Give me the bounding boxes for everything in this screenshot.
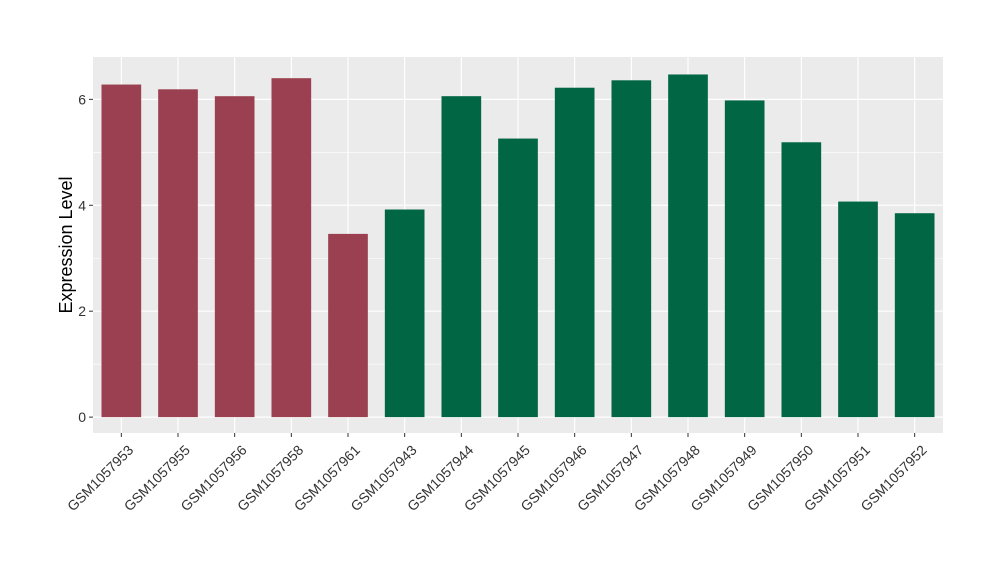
bar-GSM1057948 [668, 74, 708, 418]
bar-GSM1057947 [611, 80, 652, 418]
y-tick-label: 6 [78, 91, 86, 107]
bar-GSM1057961 [328, 233, 368, 418]
bars [101, 74, 935, 418]
y-tick-label: 4 [78, 197, 86, 213]
bar-GSM1057943 [384, 209, 425, 418]
y-axis-title: Expression Level [56, 176, 76, 313]
bar-GSM1057944 [441, 96, 482, 418]
bar-GSM1057946 [554, 87, 595, 418]
bar-GSM1057949 [724, 100, 765, 418]
bar-GSM1057952 [894, 213, 935, 418]
bar-GSM1057951 [838, 201, 878, 418]
y-axis: 0 2 4 6 [78, 91, 93, 425]
bar-GSM1057945 [498, 138, 538, 418]
y-tick-label: 0 [78, 409, 86, 425]
bar-GSM1057953 [101, 84, 142, 418]
bar-GSM1057955 [158, 89, 198, 418]
y-tick-label: 2 [78, 303, 86, 319]
bar-GSM1057958 [271, 78, 312, 418]
bar-GSM1057950 [781, 142, 822, 418]
bar-GSM1057956 [214, 96, 255, 418]
x-axis: GSM1057953GSM1057955GSM1057956GSM1057958… [64, 433, 930, 514]
